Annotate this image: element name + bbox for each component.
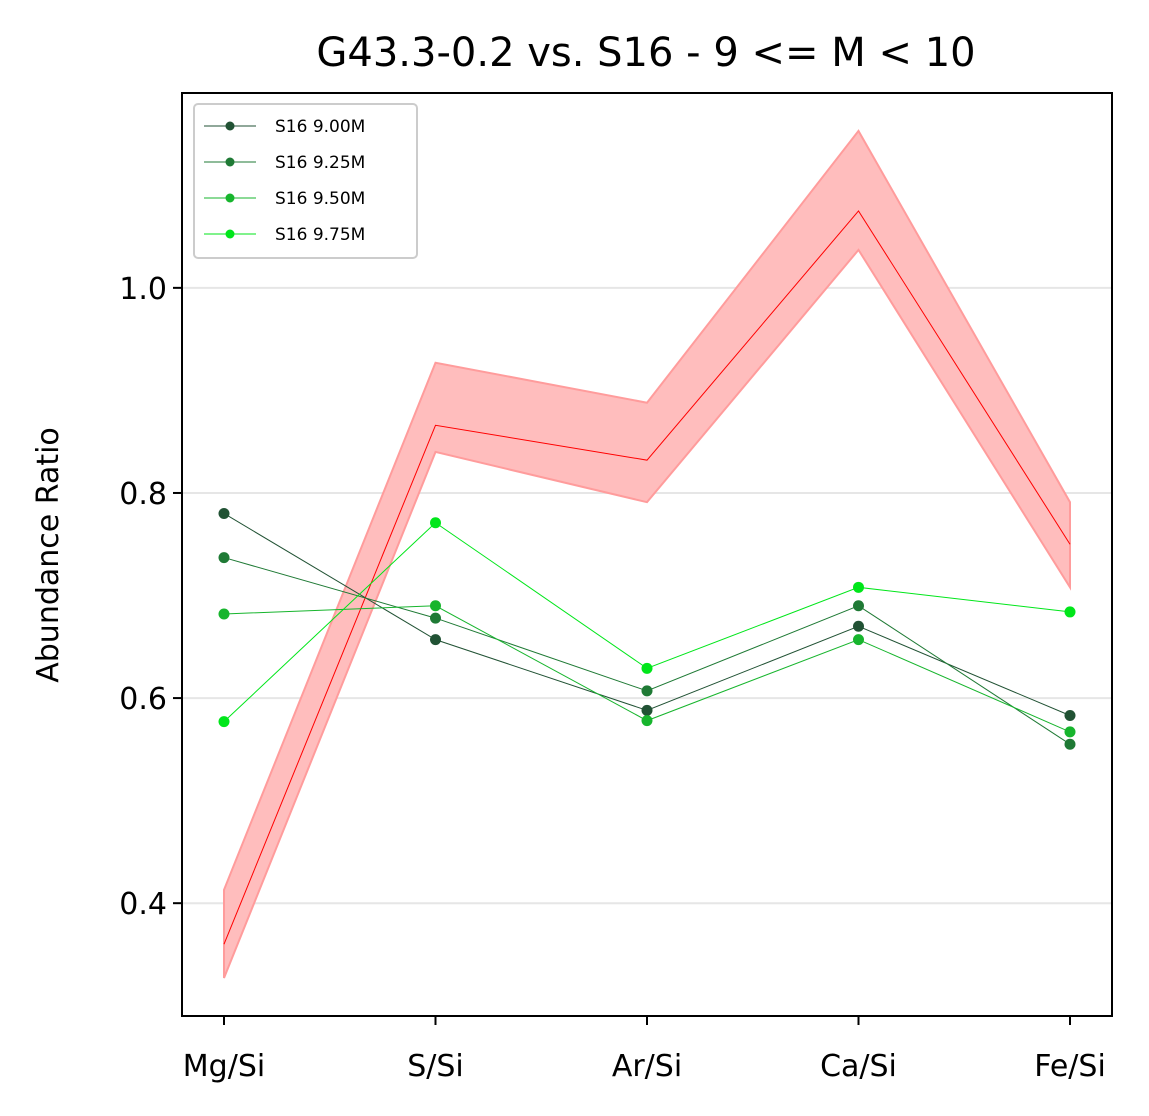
legend-box — [193, 103, 418, 259]
legend-marker-s16-9-25m — [225, 157, 235, 167]
x-tick-label: Ar/Si — [612, 1049, 682, 1084]
chart-title: G43.3-0.2 vs. S16 - 9 <= M < 10 — [316, 30, 975, 76]
legend-marker-s16-9-00m — [225, 121, 235, 131]
legend-label-s16-9-00m: S16 9.00M — [275, 117, 365, 137]
x-tick-label: Ca/Si — [820, 1049, 897, 1084]
series-point-s16-9-25m — [641, 685, 653, 697]
series-point-s16-9-25m — [853, 600, 864, 612]
series-point-s16-9-25m — [218, 552, 230, 564]
series-point-s16-9-00m — [641, 704, 653, 716]
legend: S16 9.00M S16 9.25M S16 9.50M S16 9.75M — [193, 103, 418, 259]
series-point-s16-9-00m — [1064, 710, 1076, 722]
legend-label-s16-9-25m: S16 9.25M — [275, 153, 365, 173]
legend-label-s16-9-50m: S16 9.50M — [275, 189, 365, 209]
series-point-s16-9-25m — [430, 612, 441, 624]
series-layer — [218, 507, 1076, 750]
legend-marker-s16-9-75m — [225, 229, 235, 239]
x-tick-label: S/Si — [407, 1049, 464, 1084]
x-tick-label: Fe/Si — [1034, 1049, 1106, 1084]
series-point-s16-9-50m — [641, 715, 653, 727]
x-tick-label: Mg/Si — [183, 1049, 265, 1084]
legend-label-s16-9-75m: S16 9.75M — [275, 225, 365, 245]
series-point-s16-9-50m — [430, 600, 441, 612]
y-axis: 0.4 0.6 0.8 1.0 — [119, 272, 182, 922]
y-tick-label: 0.6 — [119, 682, 167, 717]
series-point-s16-9-75m — [1064, 606, 1076, 618]
series-point-s16-9-00m — [218, 507, 230, 519]
series-point-s16-9-75m — [853, 581, 864, 593]
series-point-s16-9-75m — [218, 716, 230, 728]
series-point-s16-9-25m — [1064, 738, 1076, 750]
y-axis-label: Abundance Ratio — [31, 427, 66, 683]
observed-uncertainty-band — [223, 129, 1071, 979]
series-point-s16-9-00m — [430, 634, 441, 646]
series-point-s16-9-75m — [430, 517, 441, 529]
x-axis: Mg/Si S/Si Ar/Si Ca/Si Fe/Si — [183, 1016, 1106, 1084]
legend-marker-s16-9-50m — [225, 193, 235, 203]
y-tick-label: 0.8 — [119, 477, 167, 512]
y-tick-label: 0.4 — [119, 887, 167, 922]
series-point-s16-9-75m — [641, 662, 653, 674]
series-point-s16-9-50m — [1064, 726, 1076, 738]
series-point-s16-9-50m — [218, 608, 230, 620]
series-point-s16-9-50m — [853, 634, 864, 646]
y-tick-label: 1.0 — [119, 272, 167, 307]
series-point-s16-9-00m — [853, 620, 864, 632]
